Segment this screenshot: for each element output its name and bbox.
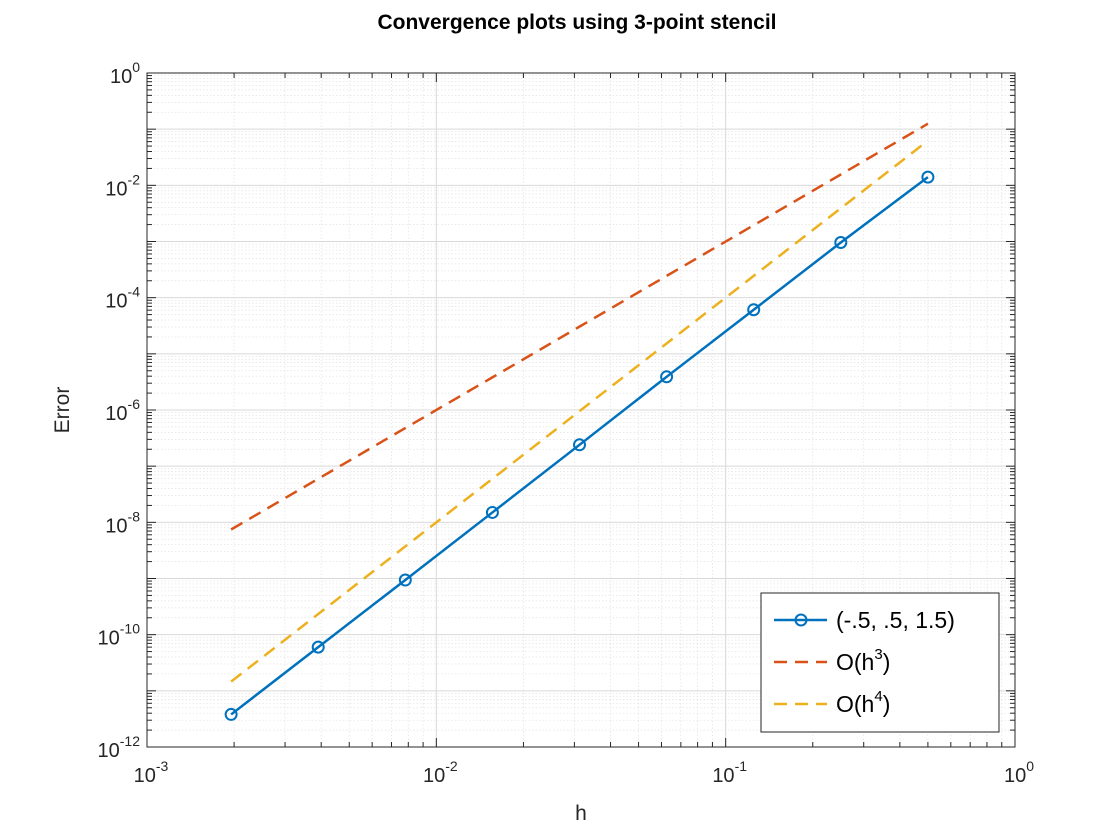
legend: (-.5, .5, 1.5) O(h3) O(h4) [760,592,1000,733]
x-tick-label: 100 [1004,758,1034,787]
series-point [660,370,674,384]
y-tick-label: 10-10 [98,621,141,650]
y-tick-label: 10-4 [105,284,140,313]
y-tick-label: 10-12 [98,733,141,762]
chart-title: Convergence plots using 3-point stencil [377,11,776,34]
x-tick-label: 10-3 [134,758,169,787]
legend-label-3: O(h4) [836,688,890,717]
series-point [747,303,761,317]
series-layer [224,122,935,721]
y-tick-label: 100 [110,59,140,88]
axis-ticks [146,72,1016,748]
series-point [573,438,587,452]
series-point [224,707,238,721]
y-tick-label: 10-6 [105,396,140,425]
y-tick-label: 10-8 [105,508,140,537]
series-point [921,170,935,184]
x-tick-label: 10-2 [423,758,458,787]
series-point [834,235,848,249]
series-point [485,505,499,519]
legend-marker [794,613,808,627]
legend-label-1: (-.5, .5, 1.5) [836,607,955,633]
series-line-1 [230,176,929,716]
y-tick-label: 10-2 [105,171,140,200]
series-line-3 [230,139,929,683]
y-axis-label: Error [51,387,74,434]
series-point [398,573,412,587]
y-tick-labels: 10-12 10-10 10-8 10-6 10-4 10-2 100 [98,59,141,762]
series-point [311,640,325,654]
x-tick-label: 10-1 [712,758,747,787]
x-tick-labels: 10-3 10-2 10-1 100 [134,758,1035,787]
series-line-2 [230,122,929,531]
x-axis-label: h [575,802,587,825]
legend-label-2: O(h3) [836,646,890,675]
